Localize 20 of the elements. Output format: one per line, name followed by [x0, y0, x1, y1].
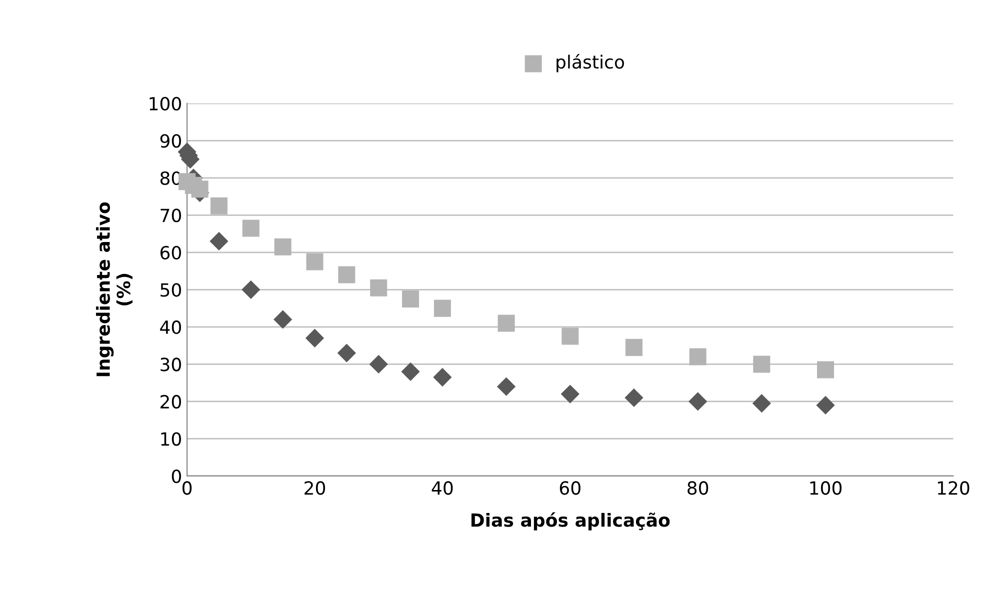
- y-tick-label: 50: [160, 283, 181, 297]
- y-tick-label: 40: [160, 320, 181, 334]
- legend-label: plástico: [556, 54, 624, 72]
- x-tick-label: 100: [810, 481, 842, 495]
- x-tick-label: 80: [688, 481, 708, 495]
- y-tick-label: 0: [172, 469, 181, 484]
- y-tick-label: 70: [160, 208, 181, 222]
- y-tick-label: 60: [160, 246, 181, 260]
- x-tick-label: 0: [182, 481, 192, 495]
- x-axis-title: Dias após aplicação: [471, 512, 670, 530]
- y-tick-label: 20: [160, 394, 181, 409]
- x-tick-label: 60: [560, 481, 580, 495]
- y-tick-label: 10: [161, 432, 181, 446]
- x-tick-label: 120: [938, 481, 970, 495]
- x-tick-label: 20: [304, 481, 326, 495]
- y-tick-label: 30: [160, 358, 181, 372]
- y-axis-title: Ingrediente ativo (%): [96, 202, 132, 376]
- y-tick-label: 90: [160, 134, 181, 148]
- y-tick-label: 100: [150, 96, 181, 110]
- x-tick-label: 40: [432, 481, 453, 495]
